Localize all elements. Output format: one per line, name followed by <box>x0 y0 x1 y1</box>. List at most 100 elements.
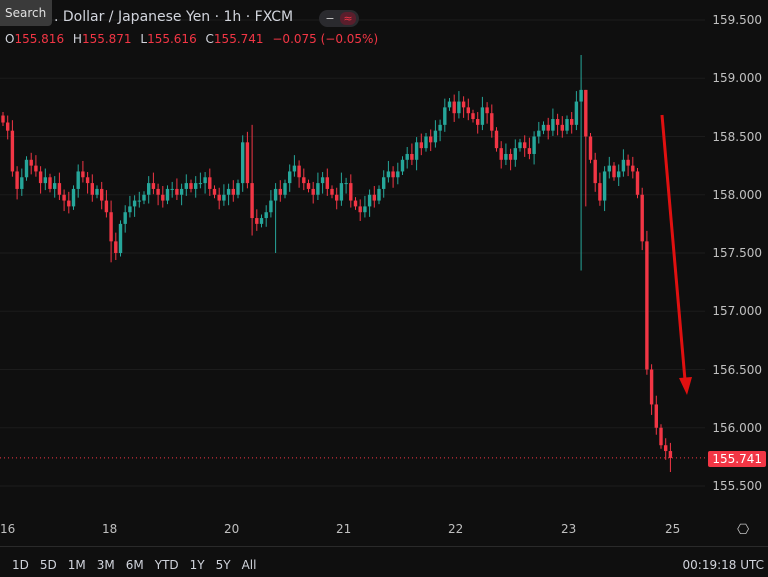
collapse-icon[interactable]: − <box>325 12 335 25</box>
arrow-head-icon <box>679 377 692 395</box>
range-5d[interactable]: 5D <box>39 558 57 572</box>
range-1y[interactable]: 1Y <box>189 558 205 572</box>
close-label: C <box>205 32 214 46</box>
candle-body <box>236 183 240 195</box>
candle-body <box>424 136 428 149</box>
symbol-title[interactable]: . Dollar / Japanese Yen · 1h · FXCM <box>54 9 294 25</box>
candle-body <box>429 136 433 143</box>
candle-body <box>269 200 273 213</box>
range-5y[interactable]: 5Y <box>215 558 231 572</box>
candle-body <box>161 194 165 201</box>
candle-body <box>245 142 250 184</box>
settings-icon[interactable]: ⎔ <box>737 522 750 538</box>
candle-body <box>560 124 564 131</box>
candle-body <box>198 183 203 185</box>
candle-body <box>320 177 325 184</box>
candle-body <box>273 188 278 201</box>
candle-body <box>353 200 358 207</box>
candle-body <box>452 101 456 114</box>
candle-body <box>48 177 52 189</box>
candle-body <box>494 130 499 149</box>
change-value: −0.075 (−0.05%) <box>272 32 379 46</box>
candle-body <box>128 206 132 213</box>
candle-body <box>259 218 264 224</box>
candle-body <box>104 200 109 213</box>
candle-body <box>659 427 663 446</box>
candle-body <box>311 188 315 195</box>
low-value: 155.616 <box>147 32 197 46</box>
candle-body <box>335 194 339 201</box>
candlestick-chart[interactable] <box>0 0 768 546</box>
candle-body <box>499 148 503 160</box>
candle-body <box>621 159 626 172</box>
candle-body <box>10 130 15 172</box>
range-ytd[interactable]: YTD <box>154 558 179 572</box>
wave-icon[interactable]: ≈ <box>340 12 356 25</box>
candle-body <box>490 113 494 131</box>
candle-body <box>480 107 485 125</box>
candle-body <box>640 194 644 242</box>
open-label: O <box>5 32 15 46</box>
price-tick-label: 156.500 <box>712 362 762 377</box>
candle-body <box>367 194 372 207</box>
range-3m[interactable]: 3M <box>96 558 115 572</box>
candle-body <box>189 183 193 189</box>
candle-body <box>664 445 668 452</box>
candle-body <box>85 177 90 184</box>
low-label: L <box>140 32 148 46</box>
candle-body <box>602 171 607 201</box>
candle-body <box>165 188 170 201</box>
price-tick-label: 157.500 <box>712 246 762 260</box>
candle-body <box>278 188 282 195</box>
candle-body <box>264 212 268 219</box>
candle-body <box>15 171 19 189</box>
candle-body <box>302 177 306 184</box>
candle-body <box>114 241 118 253</box>
high-label: H <box>72 32 82 46</box>
candle-body <box>339 183 344 201</box>
candle-body <box>156 188 160 195</box>
candle-body <box>179 188 184 195</box>
range-1d[interactable]: 1D <box>12 558 29 572</box>
candle-body <box>81 171 85 178</box>
price-tick-label: 159.000 <box>712 71 762 86</box>
candle-body <box>447 101 452 108</box>
range-6m[interactable]: 6M <box>125 558 144 572</box>
candle-body <box>419 142 423 149</box>
candle-body <box>109 212 113 242</box>
search-button[interactable]: Search <box>0 0 52 26</box>
candle-body <box>208 177 212 189</box>
candle-body <box>466 107 470 114</box>
candle-body <box>100 188 104 201</box>
candle-body <box>443 107 447 125</box>
candle-body <box>38 171 43 184</box>
candle-body <box>523 142 527 149</box>
candle-body <box>438 124 442 131</box>
candle-body <box>391 171 395 178</box>
candle-body <box>471 113 475 120</box>
candle-body <box>400 159 405 172</box>
candle-body <box>617 171 621 178</box>
candle-body <box>76 171 80 189</box>
candle-body <box>476 119 480 125</box>
candle-body <box>43 177 47 184</box>
utc-clock[interactable]: 00:19:18 UTC <box>682 558 765 572</box>
candle-body <box>123 212 127 224</box>
candle-body <box>325 177 329 189</box>
price-tick-label: 158.000 <box>712 187 762 202</box>
range-1m[interactable]: 1M <box>67 558 86 572</box>
time-tick-label: 22 <box>448 522 464 536</box>
chart-toggle[interactable]: − ≈ <box>319 10 359 27</box>
candle-body <box>537 130 541 137</box>
range-all[interactable]: All <box>241 558 257 572</box>
candle-body <box>330 188 334 195</box>
candle-body <box>118 223 123 253</box>
candle-body <box>635 171 640 195</box>
candle-body <box>29 159 33 166</box>
candle-body <box>151 183 156 189</box>
candle-body <box>24 159 29 178</box>
candle-body <box>645 241 649 370</box>
candle-body <box>212 188 217 195</box>
candle-body <box>231 188 235 195</box>
candle-body <box>222 194 226 201</box>
